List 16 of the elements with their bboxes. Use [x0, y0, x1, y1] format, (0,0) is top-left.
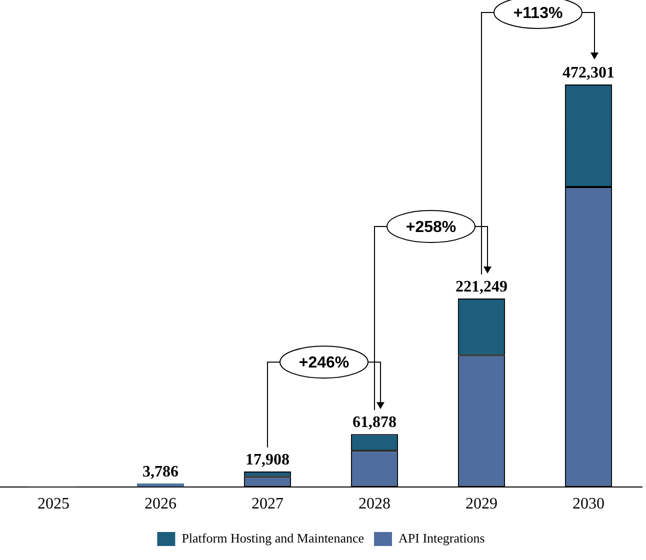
x-tick-label: 2029 — [466, 496, 498, 513]
annotation: 472,301 — [562, 64, 614, 82]
x-tick-label: 2028 — [358, 496, 390, 513]
annotation: +246% — [298, 354, 350, 372]
annotation: 3,786 — [142, 464, 178, 481]
text: +113% — [513, 4, 563, 22]
annotation: 17,908 — [246, 452, 290, 469]
x-tick-label: 2025 — [38, 496, 70, 513]
x-tick-label: 2026 — [144, 496, 176, 513]
x-tick-label: 2030 — [572, 496, 604, 513]
x-tick-label: 2027 — [252, 496, 284, 513]
annotation: 221,249 — [456, 278, 508, 296]
annotation: 61,878 — [352, 414, 396, 432]
legend-label: Platform Hosting and Maintenance — [182, 530, 364, 546]
annotation: +258% — [406, 218, 456, 236]
legend-label: API Integrations — [398, 530, 485, 546]
